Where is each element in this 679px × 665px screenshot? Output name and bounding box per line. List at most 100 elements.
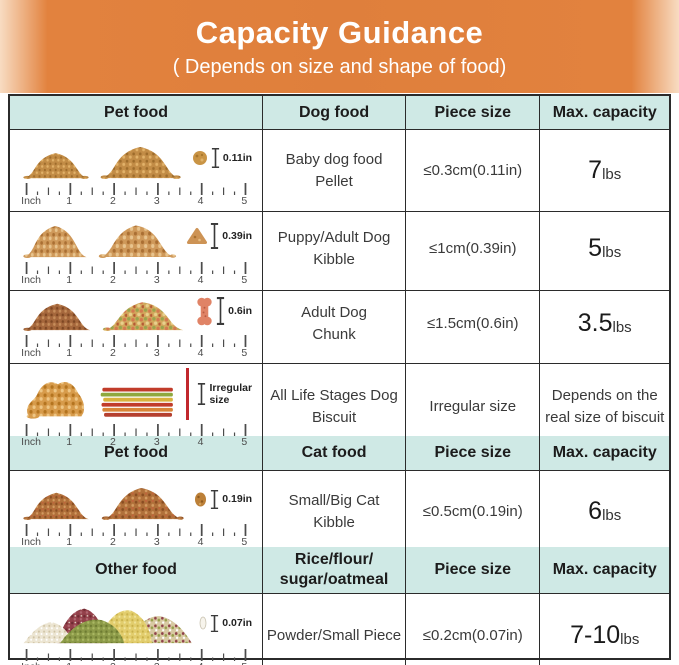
header-pet-food: Pet food [10,96,264,130]
measure-bracket-icon [211,223,219,249]
size-label: Irregular size [209,381,253,406]
table-header-dog: Pet food Dog food Piece size Max. capaci… [10,96,669,130]
rice-grain-icon [199,616,207,630]
table-row: 0.6in Inch 1 2 3 4 5 Adult Dog Chunk ≤1.5cm(0… [10,284,669,364]
capacity-value: 3.5 lbs [540,284,669,364]
food-image-cell: 0.07in Inch 1 2 3 4 5 [10,594,264,665]
ruler-mark-label: 4 [198,661,204,665]
capacity-number: 7-10 [570,621,621,649]
ruler-mark-label: 2 [110,274,116,286]
food-image-cell: Irregular size Inch 1 2 3 4 5 [10,361,264,453]
measure-bracket-icon [211,489,219,509]
measure-bracket-icon [211,148,219,168]
measure-bracket-icon [198,383,206,405]
capacity-number: 3.5 [577,309,613,337]
measure-bracket-icon [217,297,225,325]
size-label: 0.11in [222,151,253,164]
piece-size-value: ≤1cm(0.39in) [406,207,541,291]
table-row: 0.19in Inch 1 2 3 4 5 Small/Big Cat Kibble ≤0… [10,471,669,553]
piece-size-value: ≤0.3cm(0.11in) [406,130,541,212]
piece-size-value: ≤0.5cm(0.19in) [406,471,541,553]
ruler-mark-label: 3 [153,436,160,448]
kibble-piece-icon [187,228,208,244]
chunk-pile-icon [23,303,91,331]
ruler-mark-label: 5 [241,661,247,665]
ruler-unit-label: Inch [21,195,42,207]
ruler-mark-label: 5 [241,536,248,548]
capacity-number: 7 [588,156,603,184]
header-piece-size: Piece size [406,547,541,594]
pellet-pile-icon [100,147,182,179]
size-label: 0.19in [222,492,253,505]
ruler-mark-label: 3 [153,274,160,286]
cat-kibble-piece-icon [195,492,207,506]
food-name: Small/Big Cat Kibble [263,471,407,553]
ruler-unit-label: Inch [21,436,42,448]
food-image-cell: 0.39in Inch 1 2 3 4 5 [10,207,264,291]
food-name: Powder/Small Piece [263,594,407,665]
ruler-mark-label: 1 [66,274,73,286]
size-label: 0.6in [228,304,253,317]
page-title: Capacity Guidance [195,14,484,50]
capacity-unit: lbs [602,243,622,261]
ruler-mark-label: 4 [197,274,204,286]
ruler-mark-label: 5 [241,347,248,359]
jerky-pile-icon [26,381,85,419]
ruler-icon: Inch 1 2 3 4 5 [20,648,252,665]
ruler-icon: Inch 1 2 3 4 5 [20,423,252,450]
table-header-cat: Pet food Cat food Piece size Max. capaci… [10,436,669,471]
ruler-mark-label: 2 [110,536,116,548]
bone-icon [197,297,212,325]
ruler-unit-label: Inch [21,274,42,286]
header-piece-size: Piece size [406,436,541,471]
capacity-value: 7 lbs [540,130,669,212]
kibble-pile-icon [23,226,87,258]
food-image-cell: 0.19in Inch 1 2 3 4 5 [10,471,264,553]
pellet-icon [192,151,207,165]
ruler-mark-label: 5 [241,195,248,207]
header-max-capacity: Max. capacity [540,96,669,130]
ruler-icon: Inch 1 2 3 4 5 [20,334,252,361]
header-piece-size: Piece size [406,96,541,130]
colorful-chunk-pile-icon [103,302,184,331]
ruler-mark-label: 4 [197,195,204,207]
food-name: Adult Dog Chunk [263,284,407,364]
capacity-value: 6 lbs [540,471,669,553]
biscuit-sticks-icon [100,387,174,417]
table-row: 0.07in Inch 1 2 3 4 5 Powder/Small Piece ≤0.2… [10,594,669,665]
ruler-mark-label: 1 [66,536,73,548]
capacity-table: Pet food Dog food Piece size Max. capaci… [8,94,671,665]
header-max-capacity: Max. capacity [540,436,669,471]
food-name: Baby dog food Pellet [263,130,407,212]
ruler-mark-label: 2 [110,195,116,207]
measure-bracket-icon [211,614,219,632]
capacity-unit: lbs [620,630,640,648]
ruler-mark-label: 1 [66,661,72,665]
header-cat-food: Cat food [263,436,407,471]
ruler-unit-label: Inch [21,536,42,548]
header-dog-food: Dog food [263,96,407,130]
cat-kibble-pile-icon [23,492,89,520]
food-image-cell: 0.11in Inch 1 2 3 4 5 [10,130,264,212]
ruler-mark-label: 4 [197,347,204,359]
capacity-unit: lbs [602,506,622,524]
ruler-mark-label: 2 [110,661,116,665]
kibble-pile-icon [99,225,177,258]
ruler-mark-label: 1 [66,347,73,359]
page-subtitle: ( Depends on size and shape of food) [172,55,507,78]
ruler-mark-label: 2 [110,347,116,359]
table-row: Irregular size Inch 1 2 3 4 5 All Life Stages… [10,361,669,453]
grain-piles-icon [23,608,192,644]
ruler-mark-label: 2 [110,436,116,448]
ruler-icon: Inch 1 2 3 4 5 [20,523,252,550]
ruler-mark-label: 4 [197,536,204,548]
irregular-line-icon [186,368,190,420]
pellet-pile-icon [23,153,89,179]
ruler-unit-label: Inch [21,347,42,359]
capacity-value: 7-10 lbs [540,594,669,665]
food-name: Puppy/Adult Dog Kibble [263,207,407,291]
food-image-cell: 0.6in Inch 1 2 3 4 5 [10,284,264,364]
ruler-mark-label: 3 [153,195,160,207]
header-other-food: Other food [10,547,264,594]
